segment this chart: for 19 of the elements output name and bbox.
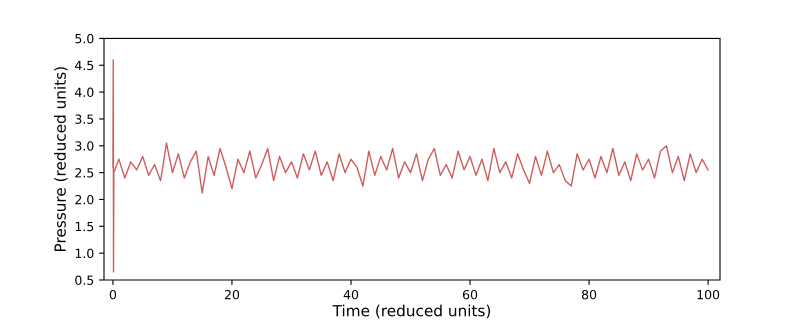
y-tick-label: 0.5 [75, 275, 94, 285]
x-tick-label: 60 [462, 290, 478, 300]
y-tick-label: 3.0 [75, 141, 94, 151]
y-tick-label: 2.5 [75, 168, 94, 178]
x-tick-label: 20 [224, 290, 240, 300]
x-tick-label: 0 [110, 290, 116, 300]
x-axis-title: Time (reduced units) [332, 304, 490, 318]
x-tick-label: 100 [698, 290, 720, 300]
y-tick-label: 1.5 [76, 222, 94, 232]
x-tick-label: 40 [344, 290, 358, 300]
y-tick-label: 4.0 [75, 88, 94, 98]
y-tick-label: 4.5 [75, 60, 94, 70]
y-tick-label: 1.0 [76, 248, 94, 258]
y-tick-label: 3.5 [75, 114, 94, 124]
y-tick-label: 2.0 [75, 194, 94, 204]
x-tick-label: 80 [582, 290, 596, 300]
y-axis-title: Pressure (reduced units) [54, 67, 68, 252]
line-series [112, 59, 709, 273]
y-tick-label: 5.0 [75, 34, 94, 44]
